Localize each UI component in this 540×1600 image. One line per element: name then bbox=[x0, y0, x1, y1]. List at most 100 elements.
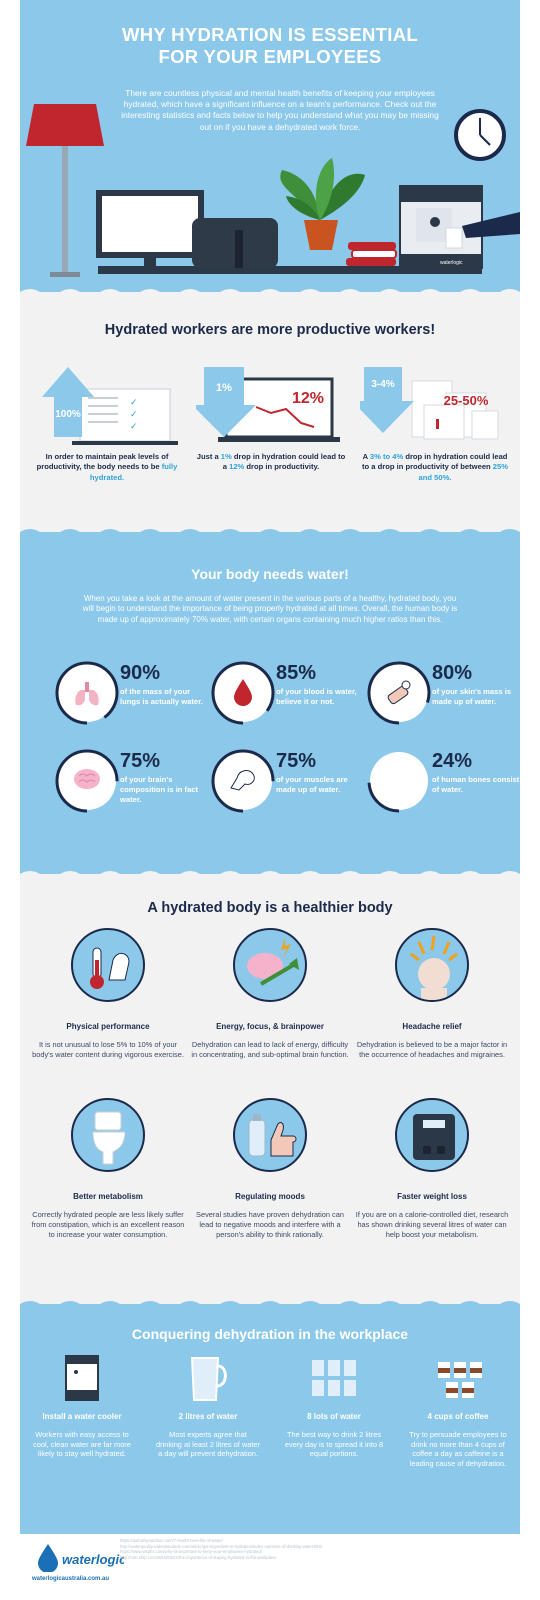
svg-text:12%: 12% bbox=[292, 390, 324, 407]
muscle-icon bbox=[230, 770, 255, 791]
svg-text:waterlogic: waterlogic bbox=[62, 1552, 124, 1567]
body-stat: 75% of your brain's composition is in fa… bbox=[55, 749, 218, 828]
benefit-title: Energy, focus, & brainpower bbox=[216, 1022, 324, 1031]
benefit-description: It is not unusual to lose 5% to 10% of y… bbox=[32, 1040, 184, 1059]
svg-text:waterlogic: waterlogic bbox=[440, 260, 463, 266]
productivity-column: 12% 1% Just a 1% drop in hydration could… bbox=[192, 367, 346, 471]
productivity-column: ✓ ✓ ✓ 100% In order to maintain peak lev… bbox=[32, 367, 182, 482]
reference-link[interactable]: http://waterquality.waterstandard.com/ar… bbox=[120, 1543, 322, 1549]
benefit-title: Regulating moods bbox=[235, 1192, 305, 1201]
laptop-chart-icon: 12% 1% bbox=[192, 367, 340, 442]
stat-percent: 90% bbox=[120, 662, 161, 684]
books-icon bbox=[346, 242, 397, 266]
blood-drop-icon bbox=[234, 679, 252, 706]
lungs-icon bbox=[75, 682, 99, 706]
stat-percent: 75% bbox=[276, 750, 317, 772]
section-title: Hydrated workers are more productive wor… bbox=[104, 322, 436, 338]
section-title: A hydrated body is a healthier body bbox=[147, 900, 393, 916]
benefit-description: Correctly hydrated people are less likel… bbox=[31, 1210, 185, 1239]
progress-arc bbox=[367, 661, 431, 725]
productivity-caption: A 3% to 4% drop in hydration could lead … bbox=[362, 452, 508, 482]
body-stat: 75% of your muscles are made up of water… bbox=[211, 749, 374, 828]
stat-percent: 80% bbox=[432, 662, 473, 684]
svg-text:100%: 100% bbox=[55, 409, 81, 420]
progress-arc-path bbox=[367, 749, 431, 813]
footer: waterlogic waterlogicaustralia.com.au ht… bbox=[20, 1534, 520, 1600]
svg-text:✓: ✓ bbox=[130, 421, 138, 431]
stat-percent: 24% bbox=[432, 750, 473, 772]
progress-arc bbox=[211, 661, 275, 725]
benefit-description: Several studies have proven dehydration … bbox=[196, 1210, 344, 1239]
section-title: Conquering dehydration in the workplace bbox=[131, 1326, 409, 1342]
plant-icon bbox=[280, 158, 365, 250]
body-water-section: Your body needs water! When you take a l… bbox=[20, 532, 520, 880]
progress-arc bbox=[55, 661, 119, 725]
benefit-title: Headache relief bbox=[402, 1022, 462, 1031]
body-water-intro: When you take a look at the amount of wa… bbox=[82, 594, 458, 624]
stat-description: of your muscles are made up of water. bbox=[276, 775, 348, 794]
stat-description: of the mass of your lungs is actually wa… bbox=[120, 687, 203, 706]
body-stat: 80% of your skin's mass is made up of wa… bbox=[367, 661, 530, 740]
tip-title: Install a water cooler bbox=[42, 1412, 122, 1421]
progress-arc bbox=[367, 749, 431, 813]
productivity-section: Hydrated workers are more productive wor… bbox=[20, 292, 520, 538]
benefit-title: Better metabolism bbox=[73, 1192, 143, 1201]
skin-icon bbox=[387, 680, 411, 705]
svg-text:✓: ✓ bbox=[130, 397, 138, 407]
body-stat: 24% of human bones consist of water. bbox=[367, 749, 530, 828]
tip-description: Try to persuade employees to drink no mo… bbox=[409, 1430, 507, 1468]
page-title: WHY HYDRATION IS ESSENTIAL FOR YOUR EMPLO… bbox=[20, 24, 520, 68]
tip-description: The best way to drink 2 litres every day… bbox=[284, 1430, 384, 1459]
productivity-caption: In order to maintain peak levels of prod… bbox=[36, 452, 178, 482]
progress-arc bbox=[55, 749, 119, 813]
stat-percent: 75% bbox=[120, 750, 161, 772]
stat-description: of your brain's composition is in fact w… bbox=[120, 775, 199, 804]
computer-monitor-icon bbox=[96, 190, 204, 266]
stat-description: of your skin's mass is made up of water. bbox=[432, 687, 512, 706]
tip-description: Most experts agree that drinking at leas… bbox=[156, 1430, 260, 1459]
reference-link[interactable]: https://authoritynutrition.com/7-health-… bbox=[120, 1538, 223, 1543]
benefit-description: Dehydration is believed to be a major fa… bbox=[356, 1040, 508, 1059]
benefit-title: Faster weight loss bbox=[397, 1192, 467, 1201]
reference-link[interactable]: https://www.wsphs.com/why-its-important-… bbox=[120, 1549, 262, 1555]
paper-stacks-icon: 25-50% 3-4% bbox=[352, 367, 499, 440]
productivity-column: 25-50% 3-4% A 3% to 4% drop in hydration… bbox=[352, 367, 510, 482]
thumbs-up-icon bbox=[248, 1114, 297, 1157]
productivity-caption: Just a 1% drop in hydration could lead t… bbox=[196, 452, 346, 472]
stat-percent: 85% bbox=[276, 662, 317, 684]
stat-description: of human bones consist of water. bbox=[432, 775, 520, 794]
toilet-icon bbox=[92, 1111, 126, 1165]
stat-description: of your blood is water, believe it or no… bbox=[276, 687, 357, 706]
progress-arc bbox=[211, 749, 275, 813]
title-line-2: FOR YOUR EMPLOYEES bbox=[158, 46, 382, 67]
svg-text:25-50%: 25-50% bbox=[444, 393, 489, 408]
clipboard-arrow-icon: ✓ ✓ ✓ 100% bbox=[42, 367, 178, 445]
headache-icon bbox=[410, 935, 458, 1000]
body-stat: 90% of the mass of your lungs is actuall… bbox=[55, 661, 218, 740]
benefit-description: Dehydration can lead to lack of energy, … bbox=[191, 1040, 349, 1059]
brain-icon bbox=[74, 769, 100, 789]
svg-text:✓: ✓ bbox=[130, 409, 138, 419]
tip-description: Workers with easy access to cool, clean … bbox=[33, 1430, 131, 1459]
reference-list: https://authoritynutrition.com/7-health-… bbox=[120, 1538, 420, 1560]
scale-icon bbox=[413, 1114, 455, 1160]
water-cooler-icon bbox=[65, 1355, 99, 1401]
reference-link[interactable]: http://crm.shrp.com/2015/03/22/the-impor… bbox=[120, 1554, 277, 1560]
section-title: Your body needs water! bbox=[191, 566, 349, 582]
glasses-icon bbox=[312, 1360, 356, 1396]
footer-url[interactable]: waterlogicaustralia.com.au bbox=[32, 1576, 110, 1582]
brain-arrow-icon bbox=[247, 938, 299, 986]
benefit-title: Physical performance bbox=[66, 1022, 150, 1031]
floor-lamp-icon bbox=[26, 104, 104, 277]
waterlogic-logo: waterlogic bbox=[38, 1544, 124, 1572]
progress-arc-path bbox=[211, 661, 275, 725]
health-benefits-section: A hydrated body is a healthier body Phys… bbox=[20, 874, 520, 1310]
hero-section: WHY HYDRATION IS ESSENTIAL FOR YOUR EMPLO… bbox=[20, 0, 520, 298]
progress-arc-path bbox=[55, 749, 119, 813]
coffee-cups-icon bbox=[438, 1362, 482, 1398]
workplace-tips-section: Conquering dehydration in the workplace … bbox=[20, 1304, 520, 1534]
svg-text:3-4%: 3-4% bbox=[371, 379, 394, 390]
progress-arc-path bbox=[367, 661, 431, 725]
svg-text:1%: 1% bbox=[216, 382, 232, 394]
